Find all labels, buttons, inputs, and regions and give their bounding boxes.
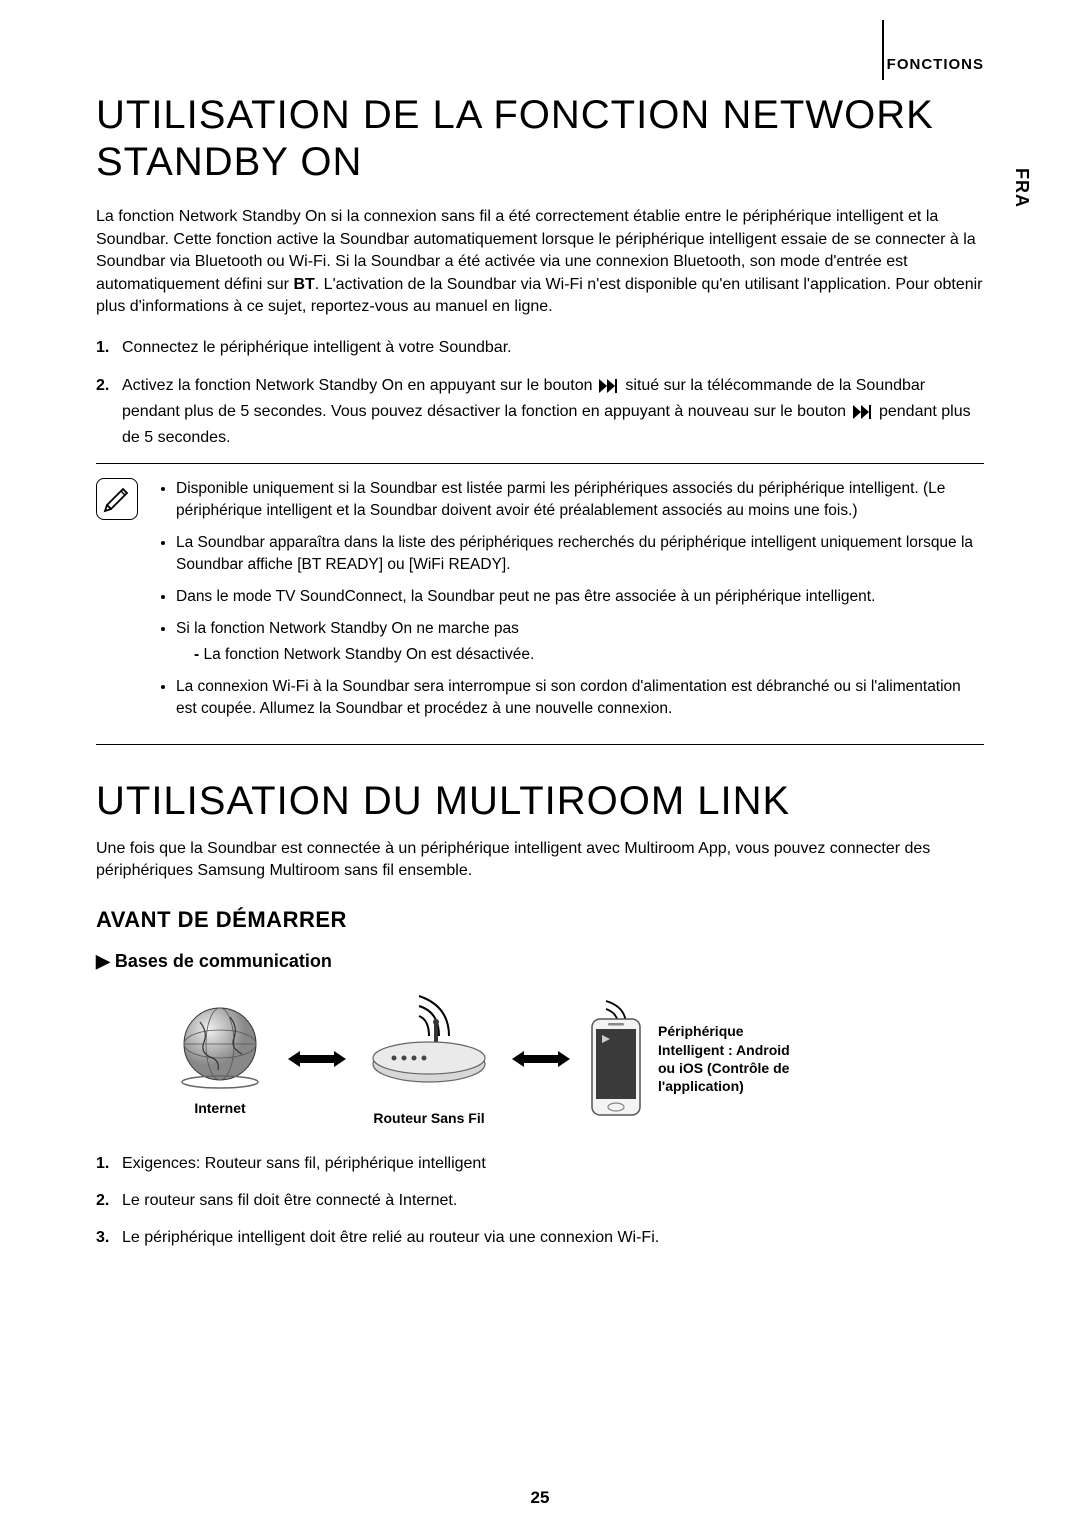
step-number: 2. bbox=[96, 1189, 122, 1212]
step-text: Activez la fonction Network Standby On e… bbox=[122, 374, 984, 450]
language-tab: FRA bbox=[1011, 168, 1032, 208]
list-item: 2. Le routeur sans fil doit être connect… bbox=[96, 1189, 984, 1212]
note-item: Dans le mode TV SoundConnect, la Soundba… bbox=[176, 586, 984, 608]
smartphone-icon bbox=[588, 999, 644, 1119]
section2-intro: Une fois que la Soundbar est connectée à… bbox=[96, 838, 984, 883]
section2-title: UTILISATION DU MULTIROOM LINK bbox=[96, 779, 984, 824]
note-subitem: La fonction Network Standby On est désac… bbox=[194, 644, 984, 666]
router-label: Routeur Sans Fil bbox=[373, 1110, 484, 1126]
page-number: 25 bbox=[531, 1488, 550, 1508]
section1-intro: La fonction Network Standby On si la con… bbox=[96, 206, 984, 318]
header-divider bbox=[882, 20, 884, 80]
globe-icon bbox=[170, 1002, 270, 1092]
step-number: 2. bbox=[96, 374, 122, 450]
note-list: Disponible uniquement si la Soundbar est… bbox=[156, 478, 984, 730]
step-text: Connectez le périphérique intelligent à … bbox=[122, 336, 984, 359]
section2-subheading: AVANT DE DÉMARRER bbox=[96, 907, 984, 933]
section1-title: UTILISATION DE LA FONCTION NETWORK STAND… bbox=[96, 92, 984, 186]
diagram-router: Routeur Sans Fil bbox=[364, 992, 494, 1126]
skip-forward-icon bbox=[599, 377, 619, 400]
bidirectional-arrow-icon bbox=[512, 1050, 570, 1068]
section-header-label: FONCTIONS bbox=[887, 56, 984, 73]
note-item-text: Si la fonction Network Standby On ne mar… bbox=[176, 620, 519, 637]
bidirectional-arrow-icon bbox=[288, 1050, 346, 1068]
note-item: Si la fonction Network Standby On ne mar… bbox=[176, 618, 984, 666]
section2-requirements: 1. Exigences: Routeur sans fil, périphér… bbox=[96, 1152, 984, 1250]
bt-label: BT bbox=[293, 276, 314, 293]
page-container: FONCTIONS FRA UTILISATION DE LA FONCTION… bbox=[0, 0, 1080, 1303]
step-number: 1. bbox=[96, 336, 122, 359]
router-icon bbox=[364, 992, 494, 1102]
communication-diagram: Internet Routeur Sans Fil bbox=[170, 992, 984, 1126]
step2-part-a: Activez la fonction Network Standby On e… bbox=[122, 377, 597, 394]
section1-steps: 1. Connectez le périphérique intelligent… bbox=[96, 336, 984, 449]
note-item: Disponible uniquement si la Soundbar est… bbox=[176, 478, 984, 522]
note-item: La Soundbar apparaîtra dans la liste des… bbox=[176, 532, 984, 576]
internet-label: Internet bbox=[194, 1100, 245, 1116]
step-text: Le routeur sans fil doit être connecté à… bbox=[122, 1189, 984, 1212]
device-label: Périphérique Intelligent : Android ou iO… bbox=[658, 1022, 808, 1095]
list-item: 3. Le périphérique intelligent doit être… bbox=[96, 1226, 984, 1249]
step-number: 3. bbox=[96, 1226, 122, 1249]
note-block: Disponible uniquement si la Soundbar est… bbox=[96, 463, 984, 745]
step-number: 1. bbox=[96, 1152, 122, 1175]
diagram-device-group: Périphérique Intelligent : Android ou iO… bbox=[588, 999, 808, 1119]
step-text: Exigences: Routeur sans fil, périphériqu… bbox=[122, 1152, 984, 1175]
diagram-internet: Internet bbox=[170, 1002, 270, 1116]
list-item: 2. Activez la fonction Network Standby O… bbox=[96, 374, 984, 450]
list-item: 1. Connectez le périphérique intelligent… bbox=[96, 336, 984, 359]
step-text: Le périphérique intelligent doit être re… bbox=[122, 1226, 984, 1249]
skip-forward-icon bbox=[853, 403, 873, 426]
list-item: 1. Exigences: Routeur sans fil, périphér… bbox=[96, 1152, 984, 1175]
section2-subsubheading: ▶ Bases de communication bbox=[96, 951, 984, 972]
note-icon bbox=[96, 478, 138, 520]
note-item: La connexion Wi-Fi à la Soundbar sera in… bbox=[176, 676, 984, 720]
